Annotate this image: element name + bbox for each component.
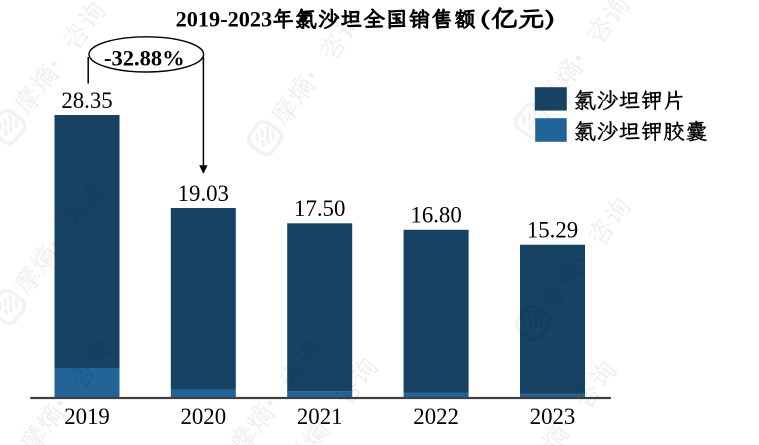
svg-text:2023: 2023 [530, 404, 576, 429]
svg-text:15.29: 15.29 [527, 218, 578, 243]
svg-text:2019: 2019 [64, 404, 110, 429]
svg-text:2020: 2020 [181, 404, 227, 429]
svg-text:2022: 2022 [413, 404, 459, 429]
svg-text:19.03: 19.03 [178, 181, 229, 206]
svg-text:2021: 2021 [297, 404, 343, 429]
svg-text:-32.88%: -32.88% [104, 45, 185, 70]
svg-text:2019-2023: 2019-2023 [176, 7, 273, 32]
svg-text:28.35: 28.35 [61, 88, 112, 113]
svg-text:17.50: 17.50 [294, 196, 345, 221]
svg-text:16.80: 16.80 [410, 203, 461, 228]
